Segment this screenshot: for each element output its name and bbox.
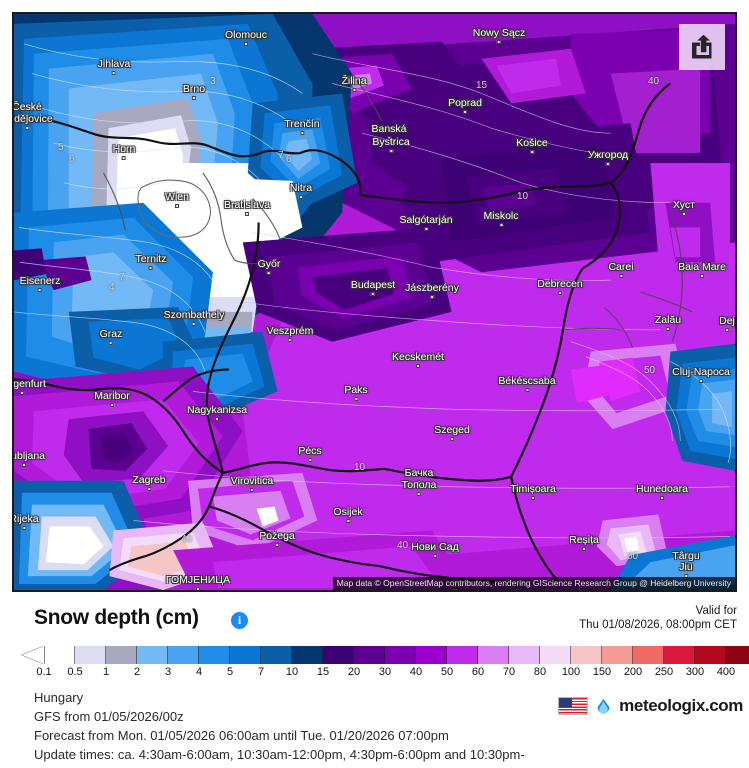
scale-cell [168, 646, 199, 664]
scale-tick-label: 400 [716, 666, 736, 678]
scale-cell [137, 646, 168, 664]
footer-model: GFS from 01/05/2026/00z [34, 709, 184, 724]
info-icon[interactable]: i [231, 612, 248, 629]
scale-cell [509, 646, 540, 664]
scale-cell [695, 646, 726, 664]
valid-for-label: Valid for [695, 605, 737, 617]
scale-tick-label: 2 [133, 666, 141, 678]
map-raster [14, 14, 735, 590]
footer-forecast-range: Forecast from Mon. 01/05/2026 06:00am un… [34, 728, 449, 743]
scale-cells [44, 646, 749, 664]
legend-header: Snow depth (cm) i Valid for Thu 01/08/20… [0, 600, 749, 640]
scale-tick-label: 300 [685, 666, 705, 678]
flag-canton [559, 698, 573, 707]
scale-cell [447, 646, 478, 664]
brand-block[interactable]: meteologix.com [558, 696, 743, 716]
scale-cell [385, 646, 416, 664]
color-scale-bar [22, 646, 749, 664]
scale-cell [292, 646, 323, 664]
scale-tick-label: 50 [440, 666, 454, 678]
scale-cell [44, 646, 75, 664]
scale-tick-label: 250 [654, 666, 674, 678]
scale-tick-label: 1 [102, 666, 110, 678]
scale-cell [106, 646, 137, 664]
scale-tick-label: 100 [561, 666, 581, 678]
scale-cell [75, 646, 106, 664]
legend: Snow depth (cm) i Valid for Thu 01/08/20… [0, 600, 749, 678]
scale-tick-label: 200 [623, 666, 643, 678]
scale-cell [633, 646, 664, 664]
snow-depth-map[interactable]: Olomouc Nowy Sącz Jihlava Žilina Brno Poprad T… [12, 12, 737, 592]
scale-tick-label: 5 [226, 666, 234, 678]
valid-for-block: Valid for Thu 01/08/2026, 08:00pm CET [579, 604, 737, 632]
us-flag-icon [558, 697, 589, 715]
valid-for-value: Thu 01/08/2026, 08:00pm CET [579, 619, 737, 631]
scale-tick-label: 20 [347, 666, 361, 678]
scale-cap-left [22, 646, 44, 664]
scale-cell [261, 646, 292, 664]
color-scale[interactable]: 0.1 0.5 1 2 3 4 5 7 10 15 20 30 40 50 60 70 80 100 150 200 2… [0, 642, 749, 678]
scale-tick-label: 70 [502, 666, 516, 678]
scale-tick-label: 0.5 [67, 666, 83, 678]
footer-update-times: Update times: ca. 4:30am-6:00am, 10:30am… [34, 747, 525, 762]
scale-cell [602, 646, 633, 664]
scale-tick-label: 40 [409, 666, 423, 678]
scale-cell [416, 646, 447, 664]
scale-cell [571, 646, 602, 664]
scale-cell [354, 646, 385, 664]
footer-region: Hungary [34, 690, 84, 705]
scale-tick-label: 4 [195, 666, 203, 678]
scale-tick-label: 30 [378, 666, 392, 678]
scale-tick-label: 0.1 [36, 666, 52, 678]
scale-cell [230, 646, 261, 664]
scale-tick-label: 3 [164, 666, 172, 678]
share-button[interactable] [679, 24, 725, 70]
scale-tick-label: 150 [592, 666, 612, 678]
scale-cell [199, 646, 230, 664]
map-attribution: Map data © OpenStreetMap contributors, r… [332, 577, 735, 590]
footer: Hungary GFS from 01/05/2026/00z Forecast… [0, 688, 749, 764]
scale-tick-label: 80 [533, 666, 547, 678]
legend-title: Snow depth (cm) [34, 606, 199, 629]
scale-cell [664, 646, 695, 664]
water-drop-icon [597, 698, 610, 714]
share-icon [692, 34, 712, 59]
scale-cell [478, 646, 509, 664]
brand-name: meteologix.com [619, 696, 743, 715]
scale-cell [323, 646, 354, 664]
scale-tick-label: 15 [316, 666, 330, 678]
color-scale-ticks: 0.1 0.5 1 2 3 4 5 7 10 15 20 30 40 50 60 70 80 100 150 200 2… [36, 666, 749, 682]
scale-tick-label: 60 [471, 666, 485, 678]
scale-cell [540, 646, 571, 664]
scale-tick-label: 7 [257, 666, 265, 678]
scale-tick-label: 10 [285, 666, 299, 678]
scale-cell [726, 646, 749, 664]
